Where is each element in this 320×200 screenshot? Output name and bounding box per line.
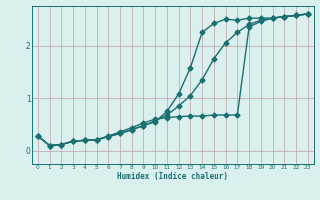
X-axis label: Humidex (Indice chaleur): Humidex (Indice chaleur) <box>117 172 228 181</box>
